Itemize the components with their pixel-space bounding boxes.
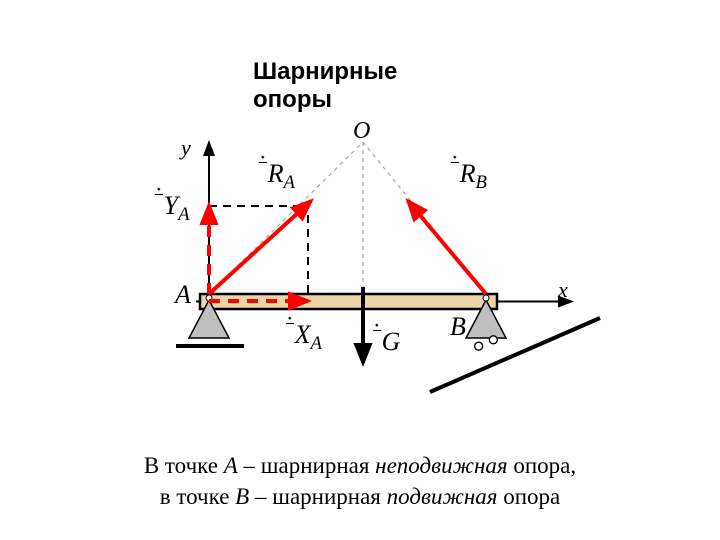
label-XA: ⬩XA xyxy=(286,320,322,355)
label-YA: ⬩YA xyxy=(155,191,190,226)
title-line1: Шарнирные xyxy=(253,58,397,85)
label-y: y xyxy=(181,135,191,161)
label-A: A xyxy=(175,280,191,310)
label-x: x xyxy=(558,277,568,303)
label-RA: ⬩RA xyxy=(259,159,295,194)
label-G: ⬩G xyxy=(373,327,400,357)
label-RB: ⬩RB xyxy=(451,159,487,194)
label-O: O xyxy=(353,118,370,145)
diagram-stage: { "canvas": { "w": 720, "h": 540 }, "tit… xyxy=(0,0,720,540)
label-B: B xyxy=(450,312,466,342)
caption: В точке A – шарнирная неподвижная опора,… xyxy=(0,450,720,512)
title-line2: опоры xyxy=(253,86,332,113)
diagram-title: Шарнирные опоры xyxy=(253,58,397,114)
